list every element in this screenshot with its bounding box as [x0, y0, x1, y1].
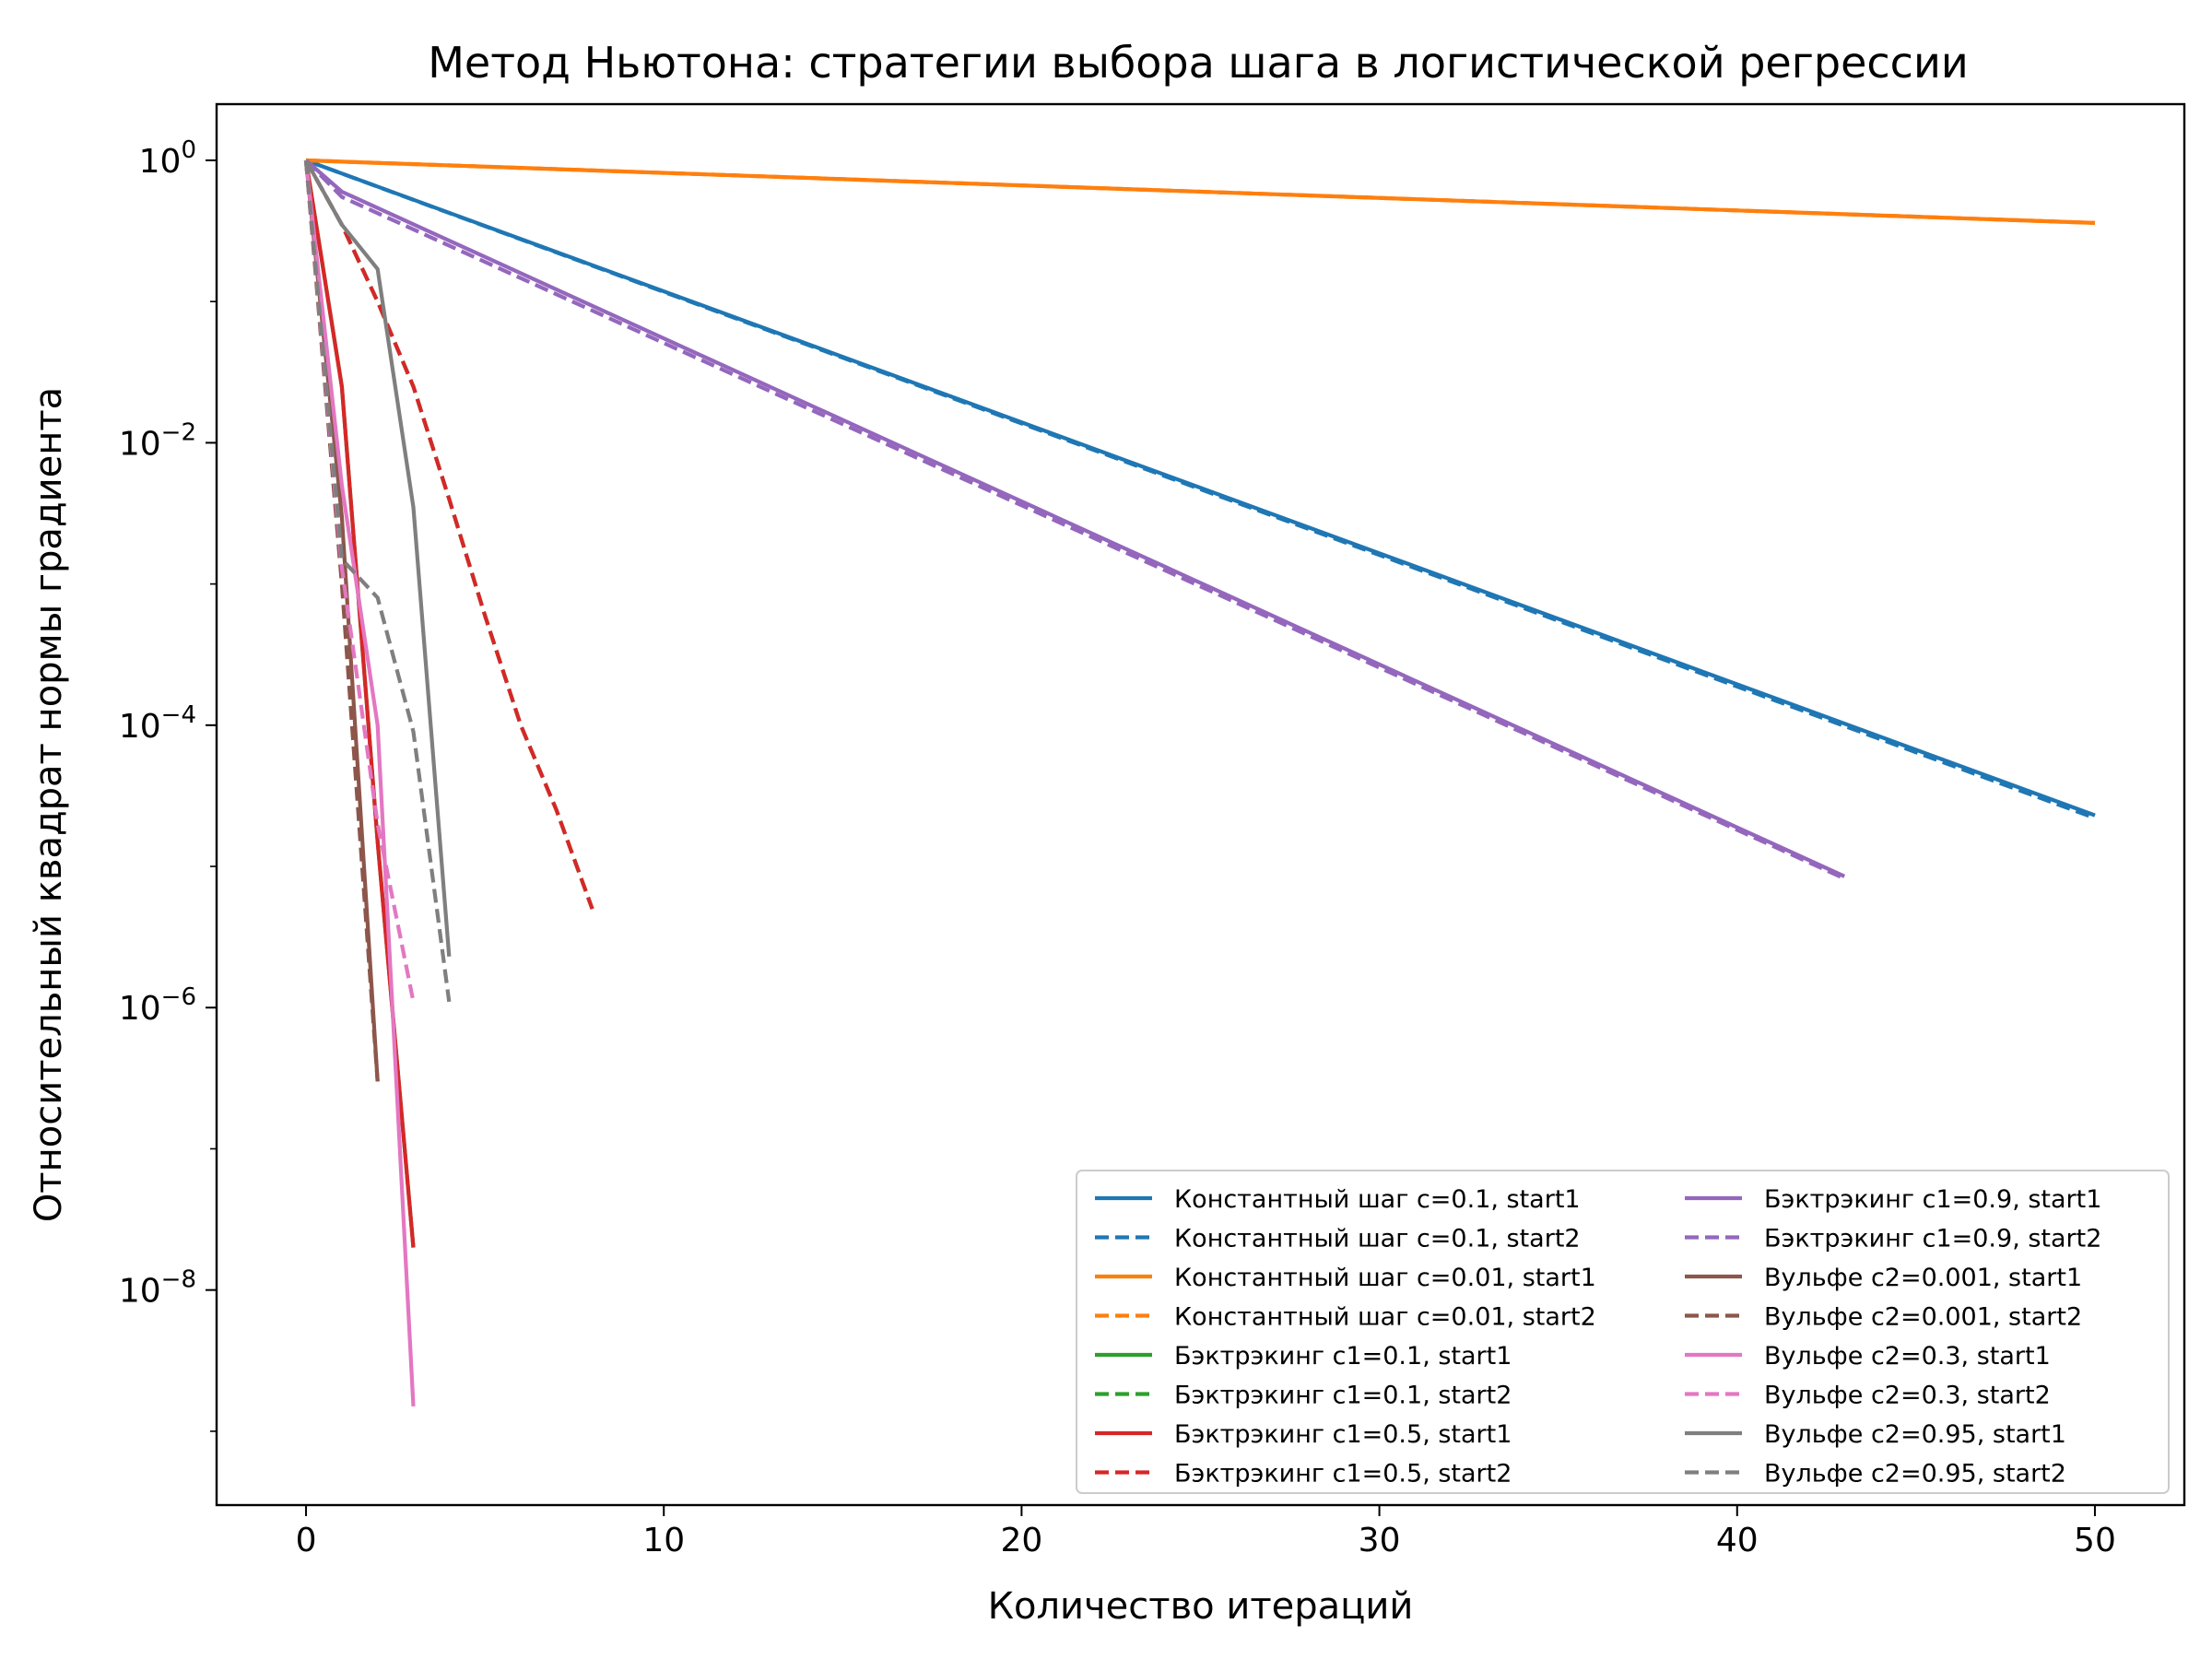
series-line — [304, 159, 594, 910]
series-line — [303, 159, 416, 1407]
series-line — [303, 159, 380, 1082]
legend-label: Бэктрэкинг c1=0.5, start2 — [1174, 1460, 1512, 1488]
legend-label: Бэктрэкинг c1=0.1, start1 — [1174, 1342, 1512, 1371]
legend-label: Вульфе c2=0.3, start1 — [1764, 1342, 2051, 1371]
legend-label: Вульфе c2=0.95, start1 — [1764, 1420, 2066, 1449]
legend-label: Константный шаг c=0.01, start2 — [1174, 1303, 1596, 1332]
chart-title: Метод Ньютона: стратегии выбора шага в л… — [428, 38, 1969, 88]
legend-label: Бэктрэкинг c1=0.5, start1 — [1174, 1420, 1512, 1449]
y-axis: 100 10−2 10−4 10−6 10−8 — [119, 136, 217, 1432]
x-tick-label: 40 — [1716, 1522, 1759, 1559]
legend-label: Вульфе c2=0.3, start2 — [1764, 1382, 2051, 1410]
x-tick-label: 30 — [1359, 1522, 1401, 1559]
series-line — [304, 159, 452, 957]
x-tick-label: 20 — [1001, 1522, 1043, 1559]
legend-label: Бэктрэкинг c1=0.9, start2 — [1764, 1225, 2101, 1253]
legend-label: Константный шаг c=0.1, start2 — [1174, 1225, 1581, 1253]
legend: Константный шаг c=0.1, start1 Константный… — [1076, 1170, 2170, 1494]
legend-label: Вульфе c2=0.95, start2 — [1764, 1460, 2066, 1488]
x-axis-label: Количество итераций — [988, 1585, 1414, 1628]
series-line — [305, 159, 2096, 820]
y-tick-label: 100 — [139, 136, 196, 181]
legend-label: Бэктрэкинг c1=0.1, start2 — [1174, 1382, 1512, 1410]
y-tick-label: 10−8 — [119, 1266, 196, 1311]
legend-box — [1076, 1170, 2170, 1494]
y-tick-label: 10−4 — [119, 701, 196, 746]
series-line — [304, 159, 1846, 881]
y-axis-label: Относительный квадрат нормы градиента — [28, 387, 70, 1222]
x-axis: 0 10 20 30 40 50 — [296, 1505, 2116, 1559]
series-line — [305, 158, 2096, 225]
x-tick-label: 10 — [642, 1522, 685, 1559]
legend-label: Вульфе c2=0.001, start1 — [1764, 1264, 2082, 1292]
x-tick-label: 0 — [296, 1522, 317, 1559]
series-layer — [303, 158, 2096, 1407]
legend-label: Константный шаг c=0.01, start1 — [1174, 1264, 1596, 1292]
x-tick-label: 50 — [2074, 1522, 2116, 1559]
series-line — [304, 159, 1846, 878]
y-tick-label: 10−2 — [119, 418, 196, 463]
series-line — [303, 159, 452, 1003]
legend-label: Бэктрэкинг c1=0.9, start1 — [1764, 1185, 2101, 1214]
plot-frame — [215, 102, 2186, 1507]
legend-label: Константный шаг c=0.1, start1 — [1174, 1185, 1581, 1214]
y-tick-label: 10−6 — [119, 983, 196, 1028]
legend-label: Вульфе c2=0.001, start2 — [1764, 1303, 2082, 1332]
